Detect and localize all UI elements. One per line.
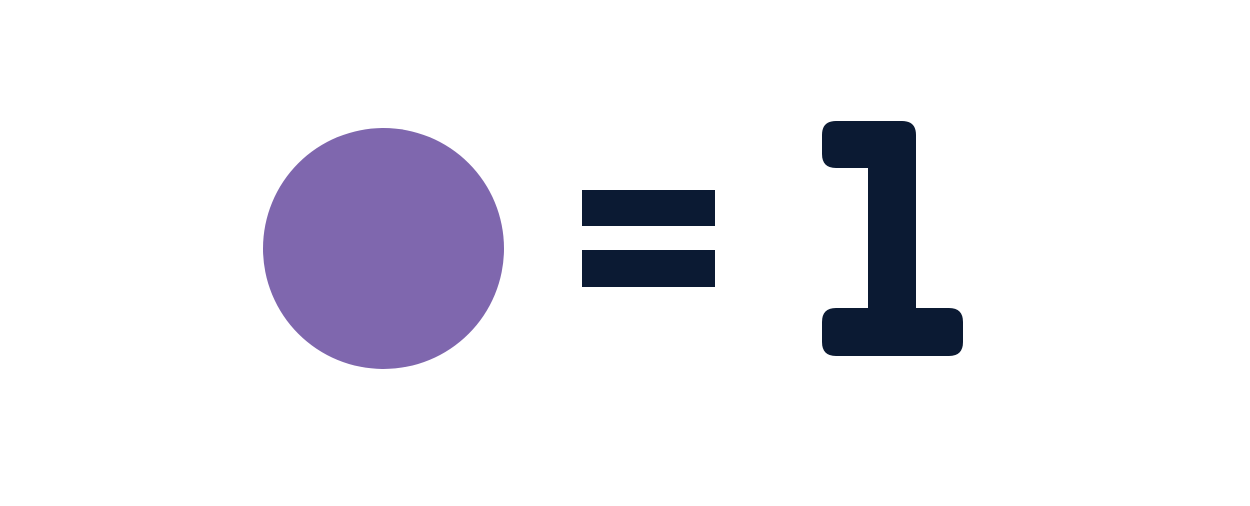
equals-sign: [582, 190, 715, 287]
purple-circle-symbol: [263, 128, 504, 369]
number-one: [822, 121, 963, 356]
